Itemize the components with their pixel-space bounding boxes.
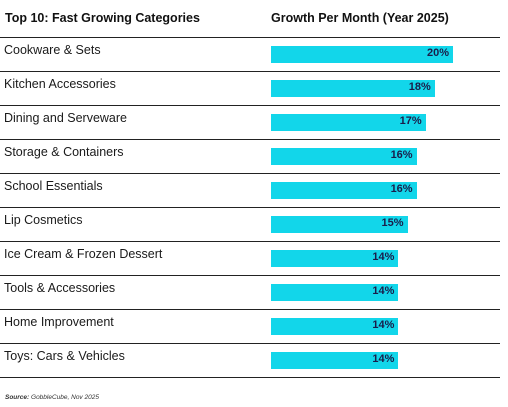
value-label: 14%: [372, 285, 395, 297]
category-column-header: Top 10: Fast Growing Categories: [5, 11, 200, 25]
category-label: Storage & Containers: [4, 145, 124, 159]
value-label: 15%: [381, 217, 404, 229]
category-label: School Essentials: [4, 179, 103, 193]
growth-bar: 14%: [271, 250, 399, 267]
growth-bar: 20%: [271, 46, 453, 63]
chart-rows: Cookware & Sets 20% Kitchen Accessories 18%…: [0, 37, 500, 377]
growth-bar: 14%: [271, 284, 399, 301]
value-label: 14%: [372, 353, 395, 365]
value-label: 14%: [372, 319, 395, 331]
growth-bar: 14%: [271, 318, 399, 335]
chart-row: Kitchen Accessories 18%: [0, 71, 500, 105]
value-label: 14%: [372, 251, 395, 263]
source-label: Source:: [5, 394, 30, 401]
growth-bar: 14%: [271, 352, 399, 369]
category-label: Toys: Cars & Vehicles: [4, 349, 125, 363]
category-label: Dining and Serveware: [4, 111, 127, 125]
source-note: Source: GobbleCube, Nov 2025: [5, 394, 99, 401]
value-label: 17%: [399, 115, 422, 127]
category-label: Kitchen Accessories: [4, 77, 116, 91]
growth-bar: 16%: [271, 148, 417, 165]
bottom-divider: [0, 377, 500, 378]
chart-row: Toys: Cars & Vehicles 14%: [0, 343, 500, 377]
chart-row: Ice Cream & Frozen Dessert 14%: [0, 241, 500, 275]
chart-row: Tools & Accessories 14%: [0, 275, 500, 309]
chart-row: Lip Cosmetics 15%: [0, 207, 500, 241]
value-label: 20%: [426, 47, 449, 59]
category-label: Ice Cream & Frozen Dessert: [4, 247, 163, 261]
value-column-header: Growth Per Month (Year 2025): [271, 11, 449, 25]
category-label: Tools & Accessories: [4, 281, 116, 295]
growth-bar: 15%: [271, 216, 408, 233]
growth-bar: 16%: [271, 182, 417, 199]
growth-bar: 17%: [271, 114, 426, 131]
chart-row: Dining and Serveware 17%: [0, 105, 500, 139]
chart-row: Storage & Containers 16%: [0, 139, 500, 173]
value-label: 18%: [408, 81, 431, 93]
growth-bar: 18%: [271, 80, 435, 97]
category-label: Lip Cosmetics: [4, 213, 83, 227]
chart-row: Home Improvement 14%: [0, 309, 500, 343]
value-label: 16%: [390, 183, 413, 195]
value-label: 16%: [390, 149, 413, 161]
category-label: Cookware & Sets: [4, 43, 101, 57]
source-text: GobbleCube, Nov 2025: [31, 394, 99, 401]
chart-row: Cookware & Sets 20%: [0, 37, 500, 71]
chart-row: School Essentials 16%: [0, 173, 500, 207]
category-label: Home Improvement: [4, 315, 114, 329]
